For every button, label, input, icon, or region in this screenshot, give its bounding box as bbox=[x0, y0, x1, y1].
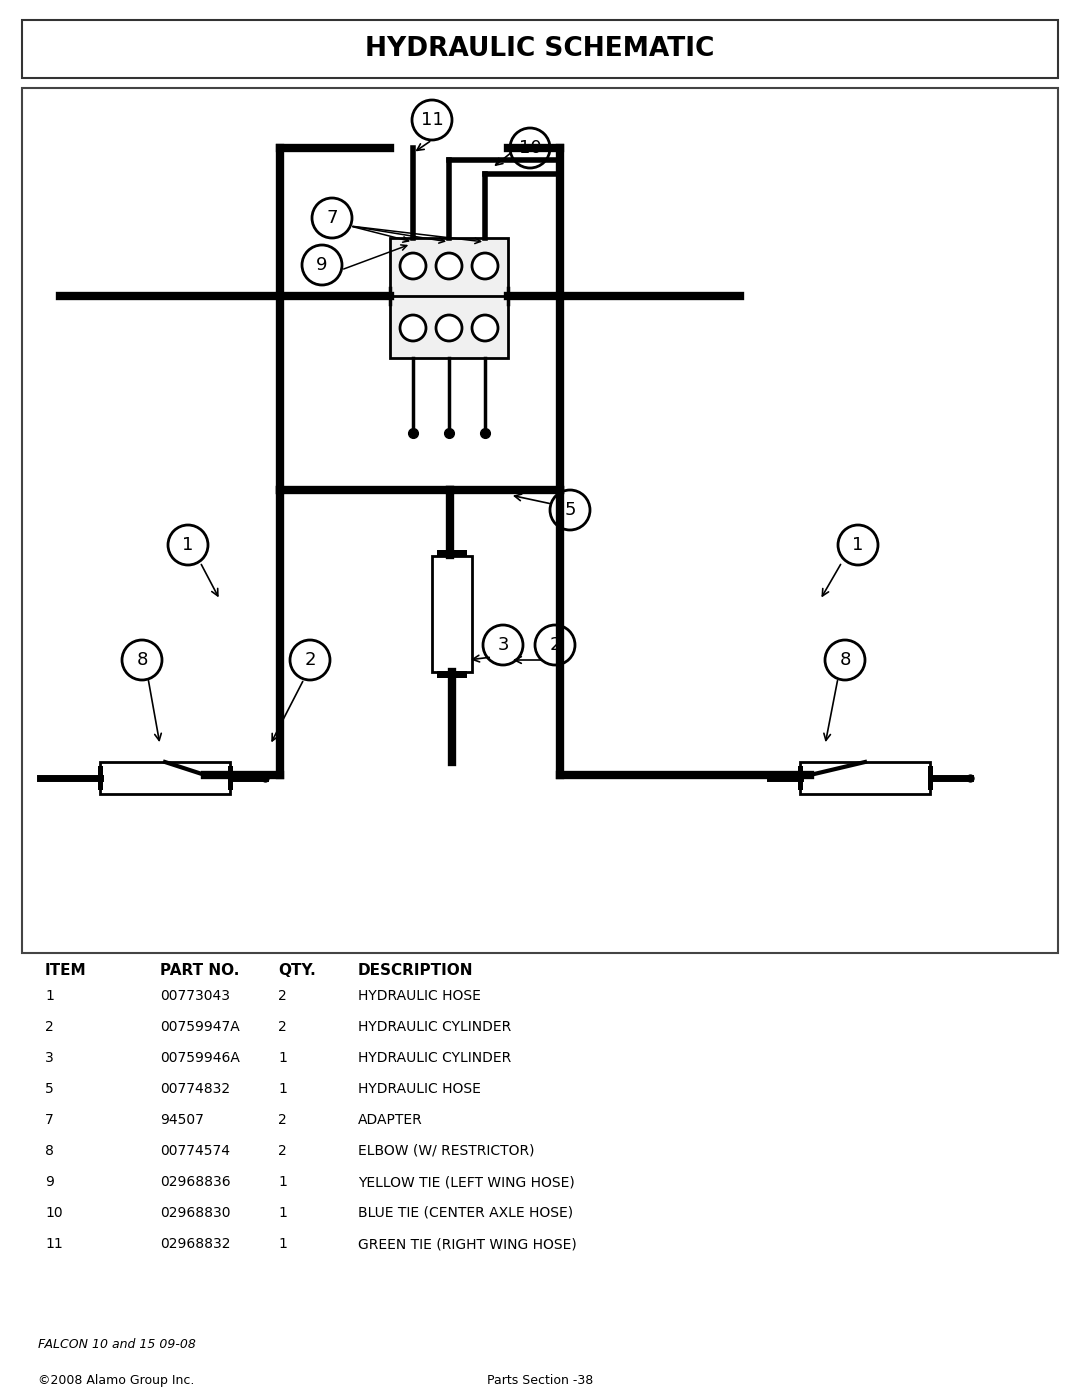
Circle shape bbox=[122, 640, 162, 680]
Text: 1: 1 bbox=[278, 1236, 287, 1250]
Text: ADAPTER: ADAPTER bbox=[357, 1113, 422, 1127]
Text: HYDRAULIC CYLINDER: HYDRAULIC CYLINDER bbox=[357, 1051, 511, 1065]
Bar bbox=[798, 766, 804, 789]
Text: 2: 2 bbox=[278, 1144, 287, 1158]
Circle shape bbox=[472, 314, 498, 341]
Circle shape bbox=[400, 314, 426, 341]
Text: HYDRAULIC SCHEMATIC: HYDRAULIC SCHEMATIC bbox=[365, 36, 715, 61]
Circle shape bbox=[400, 253, 426, 279]
Text: 1: 1 bbox=[278, 1051, 287, 1065]
Text: BLUE TIE (CENTER AXLE HOSE): BLUE TIE (CENTER AXLE HOSE) bbox=[357, 1206, 573, 1220]
Circle shape bbox=[312, 198, 352, 237]
Text: 2: 2 bbox=[278, 1020, 287, 1034]
Circle shape bbox=[550, 490, 590, 529]
Text: 2: 2 bbox=[278, 1113, 287, 1127]
Circle shape bbox=[510, 129, 550, 168]
Bar bbox=[432, 556, 472, 672]
Text: 11: 11 bbox=[45, 1236, 63, 1250]
Text: 94507: 94507 bbox=[160, 1113, 204, 1127]
Circle shape bbox=[838, 525, 878, 564]
Bar bbox=[928, 766, 933, 789]
Circle shape bbox=[436, 314, 462, 341]
Text: 1: 1 bbox=[278, 1175, 287, 1189]
Text: 3: 3 bbox=[497, 636, 509, 654]
Text: 00759947A: 00759947A bbox=[160, 1020, 240, 1034]
Text: PART NO.: PART NO. bbox=[160, 963, 240, 978]
Text: Parts Section -38: Parts Section -38 bbox=[487, 1375, 593, 1387]
Text: 11: 11 bbox=[420, 110, 444, 129]
Text: 00774832: 00774832 bbox=[160, 1083, 230, 1097]
Circle shape bbox=[291, 640, 330, 680]
Text: 2: 2 bbox=[278, 989, 287, 1003]
Text: 2: 2 bbox=[550, 636, 561, 654]
Circle shape bbox=[472, 253, 498, 279]
Text: 2: 2 bbox=[305, 651, 315, 669]
Bar bbox=[22, 20, 1058, 78]
Text: DESCRIPTION: DESCRIPTION bbox=[357, 963, 473, 978]
Circle shape bbox=[436, 253, 462, 279]
Text: 1: 1 bbox=[852, 536, 864, 555]
Text: 9: 9 bbox=[45, 1175, 54, 1189]
Bar bbox=[100, 761, 230, 793]
Text: GREEN TIE (RIGHT WING HOSE): GREEN TIE (RIGHT WING HOSE) bbox=[357, 1236, 577, 1250]
Text: 1: 1 bbox=[45, 989, 54, 1003]
Text: 1: 1 bbox=[278, 1206, 287, 1220]
Text: 7: 7 bbox=[45, 1113, 54, 1127]
Text: FALCON 10 and 15 09-08: FALCON 10 and 15 09-08 bbox=[38, 1338, 195, 1351]
Text: 10: 10 bbox=[45, 1206, 63, 1220]
Text: 00759946A: 00759946A bbox=[160, 1051, 240, 1065]
Text: HYDRAULIC CYLINDER: HYDRAULIC CYLINDER bbox=[357, 1020, 511, 1034]
Bar bbox=[437, 550, 467, 557]
Text: HYDRAULIC HOSE: HYDRAULIC HOSE bbox=[357, 989, 481, 1003]
Text: 1: 1 bbox=[278, 1083, 287, 1097]
Bar bbox=[437, 671, 467, 678]
Circle shape bbox=[483, 624, 523, 665]
Text: 8: 8 bbox=[839, 651, 851, 669]
Text: YELLOW TIE (LEFT WING HOSE): YELLOW TIE (LEFT WING HOSE) bbox=[357, 1175, 575, 1189]
Text: 02968832: 02968832 bbox=[160, 1236, 230, 1250]
Circle shape bbox=[411, 101, 453, 140]
Text: 8: 8 bbox=[45, 1144, 54, 1158]
Text: 8: 8 bbox=[136, 651, 148, 669]
Text: 00774574: 00774574 bbox=[160, 1144, 230, 1158]
Text: 3: 3 bbox=[45, 1051, 54, 1065]
Text: 9: 9 bbox=[316, 256, 327, 274]
Text: 5: 5 bbox=[564, 502, 576, 520]
Text: 2: 2 bbox=[45, 1020, 54, 1034]
Circle shape bbox=[302, 244, 342, 285]
Text: QTY.: QTY. bbox=[278, 963, 315, 978]
Circle shape bbox=[535, 624, 575, 665]
Text: 7: 7 bbox=[326, 210, 338, 226]
Text: 5: 5 bbox=[45, 1083, 54, 1097]
Text: 00773043: 00773043 bbox=[160, 989, 230, 1003]
Bar bbox=[800, 761, 930, 793]
Circle shape bbox=[168, 525, 208, 564]
Circle shape bbox=[825, 640, 865, 680]
Text: 02968836: 02968836 bbox=[160, 1175, 231, 1189]
Text: ELBOW (W/ RESTRICTOR): ELBOW (W/ RESTRICTOR) bbox=[357, 1144, 535, 1158]
Text: ©2008 Alamo Group Inc.: ©2008 Alamo Group Inc. bbox=[38, 1375, 194, 1387]
Text: 10: 10 bbox=[518, 138, 541, 156]
Text: ITEM: ITEM bbox=[45, 963, 86, 978]
Bar bbox=[228, 766, 233, 789]
Bar bbox=[390, 237, 508, 358]
Text: HYDRAULIC HOSE: HYDRAULIC HOSE bbox=[357, 1083, 481, 1097]
Text: 02968830: 02968830 bbox=[160, 1206, 230, 1220]
Bar bbox=[98, 766, 103, 789]
Text: 1: 1 bbox=[183, 536, 193, 555]
Bar bbox=[22, 88, 1058, 953]
